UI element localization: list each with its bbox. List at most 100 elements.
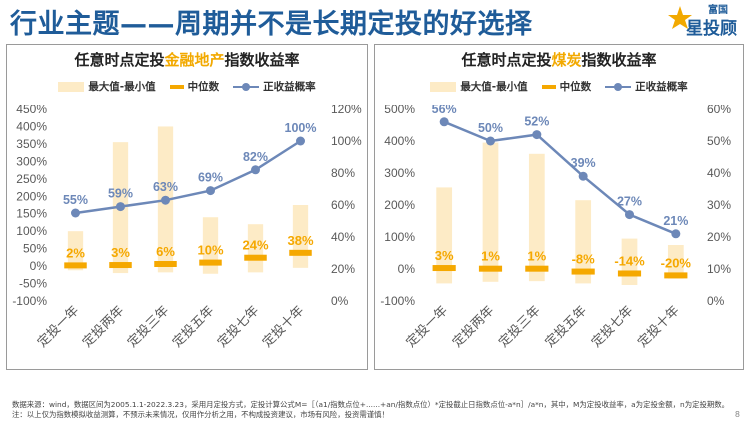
x-tick-label: 定投两年: [449, 303, 497, 351]
legend-swatch-median: [541, 84, 556, 89]
prob-label: 21%: [663, 214, 688, 228]
prob-point: [532, 130, 542, 140]
x-tick-label: 定投七年: [214, 303, 262, 351]
brand-logo: 富国 星投顾: [668, 3, 737, 39]
y-tick-label: 400%: [384, 134, 415, 148]
median-label: 3%: [111, 245, 130, 260]
y-tick-label: 350%: [16, 137, 47, 151]
prob-label: 100%: [285, 121, 317, 135]
chart-legend-finance: 最大值-最小值 中位数 正收益概率: [7, 79, 367, 94]
y2-tick-label: 20%: [331, 262, 355, 276]
legend-swatch-range: [430, 81, 457, 92]
y-tick-label: 100%: [384, 230, 415, 244]
range-bar: [67, 231, 84, 271]
x-tick-label: 定投十年: [635, 303, 683, 351]
y-tick-label: 0%: [30, 259, 48, 273]
prob-label: 69%: [198, 171, 223, 185]
prob-label: 27%: [617, 195, 642, 209]
median-label: 3%: [435, 248, 454, 263]
y-tick-label: 200%: [384, 198, 415, 212]
median-label: 24%: [242, 238, 268, 253]
median-label: 38%: [287, 233, 313, 248]
y2-tick-label: 120%: [331, 105, 362, 116]
y2-tick-label: 100%: [331, 134, 362, 148]
x-tick-label: 定投三年: [496, 303, 544, 351]
median-label: 2%: [66, 245, 85, 260]
median-marker: [432, 265, 456, 272]
legend-swatch-median: [169, 84, 184, 89]
x-tick-label: 定投一年: [34, 303, 82, 351]
prob-point: [71, 208, 80, 218]
y-tick-label: 150%: [16, 207, 47, 221]
y-tick-label: 0%: [398, 262, 416, 276]
prob-point: [671, 229, 681, 239]
y2-tick-label: 40%: [707, 166, 731, 180]
prob-label: 52%: [524, 115, 549, 129]
y2-tick-label: 0%: [331, 294, 349, 308]
prob-line: [75, 139, 302, 215]
median-marker: [617, 270, 642, 277]
prob-label: 56%: [432, 105, 457, 116]
prob-point: [161, 195, 170, 205]
legend-item-range: 最大值-最小值: [58, 79, 156, 94]
y-tick-label: 500%: [384, 105, 415, 116]
y-tick-label: 300%: [16, 154, 47, 168]
y-tick-label: -100%: [380, 294, 415, 308]
prob-point: [296, 136, 305, 146]
legend-item-prob: 正收益概率: [605, 79, 688, 94]
prob-label: 63%: [153, 180, 178, 194]
median-marker: [478, 265, 503, 272]
y-tick-label: 100%: [16, 224, 47, 238]
range-bar: [482, 142, 499, 282]
median-marker: [64, 262, 87, 269]
median-marker: [109, 262, 132, 269]
page-number: 8: [734, 410, 740, 419]
median-label: 1%: [481, 249, 500, 264]
median-marker: [289, 249, 312, 256]
y2-tick-label: 80%: [331, 166, 355, 180]
median-label: 10%: [197, 243, 223, 258]
x-tick-label: 定投五年: [542, 303, 590, 351]
footnote: 数据来源：wind，数据区间为2005.1.1-2022.3.23，采用月定投方…: [12, 400, 730, 419]
page-title: 行业主题——周期并不是长期定投的好选择: [10, 9, 533, 40]
range-bar: [575, 200, 592, 284]
y-tick-label: 450%: [16, 105, 47, 116]
prob-point: [486, 136, 495, 146]
chart-panel-finance: 任意时点定投金融地产指数收益率 最大值-最小值 中位数 正收益概率 450% 40…: [6, 44, 368, 370]
x-tick-label: 定投七年: [588, 303, 636, 351]
x-tick-label: 定投三年: [124, 303, 172, 351]
median-marker: [664, 272, 688, 279]
range-bar: [436, 187, 453, 284]
y-tick-label: 200%: [16, 189, 47, 203]
prob-label: 55%: [63, 193, 88, 207]
legend-item-range: 最大值-最小值: [430, 79, 528, 94]
range-bar: [528, 153, 545, 282]
y-tick-label: 400%: [16, 119, 47, 133]
y2-tick-label: 10%: [707, 262, 731, 276]
chart-panel-coal: 任意时点定投煤炭指数收益率 最大值-最小值 中位数 正收益概率 500% 400%…: [374, 44, 744, 370]
legend-item-prob: 正收益概率: [233, 79, 316, 94]
prob-point: [251, 165, 260, 175]
prob-point: [439, 117, 449, 127]
range-bar: [667, 245, 684, 279]
y2-tick-label: 20%: [707, 230, 731, 244]
median-label: 6%: [156, 244, 175, 259]
prob-label: 59%: [108, 187, 133, 201]
prob-point: [578, 171, 588, 181]
y-tick-label: 50%: [23, 242, 47, 256]
legend-item-median: 中位数: [541, 79, 591, 94]
median-marker: [154, 260, 177, 267]
chart-finance: 450% 400% 350% 300% 250% 200% 150% 100% 50% 0% -50…: [12, 105, 362, 351]
y-tick-label: 250%: [16, 172, 47, 186]
y2-tick-label: 60%: [707, 105, 731, 116]
x-tick-label: 定投十年: [259, 303, 307, 351]
logo-text-main: 星投顾: [686, 18, 737, 39]
y-tick-label: -100%: [12, 294, 47, 308]
prob-line: [443, 120, 677, 235]
prob-point: [206, 186, 215, 196]
median-marker: [571, 268, 595, 275]
median-label: 1%: [527, 249, 546, 264]
logo-text-top: 富国: [708, 3, 728, 16]
median-label: -8%: [572, 252, 596, 267]
legend-item-median: 中位数: [169, 79, 219, 94]
